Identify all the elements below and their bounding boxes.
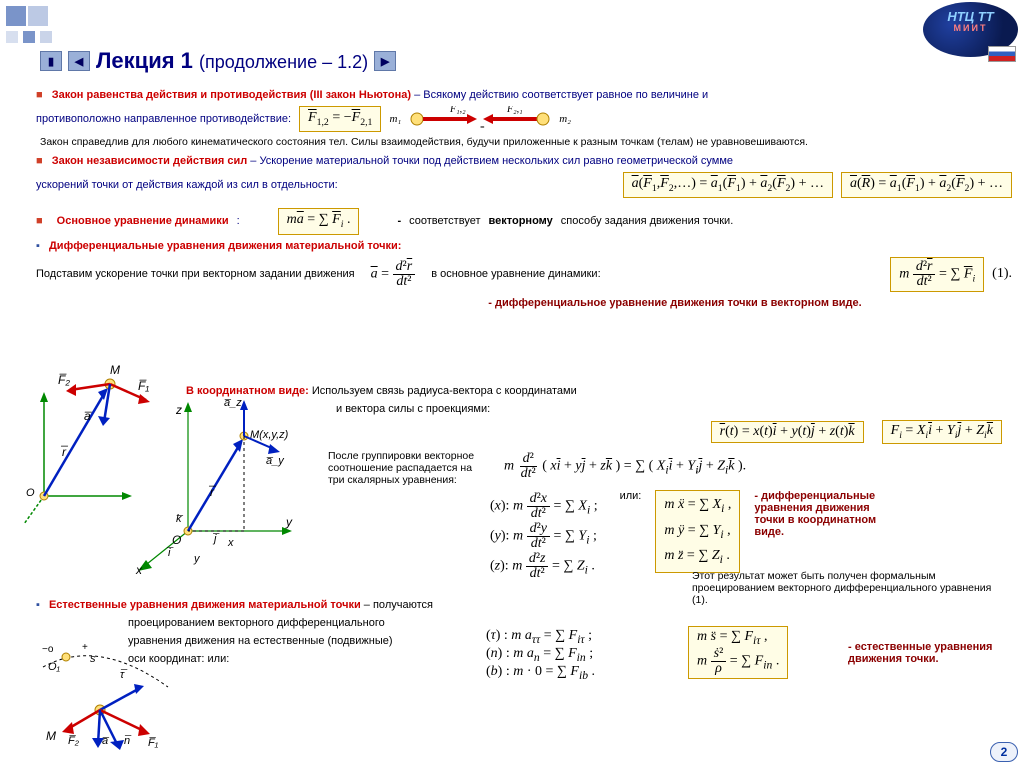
main-eq-row: ■ Основное уравнение динамики : ma = ∑ F… bbox=[36, 208, 1012, 234]
svg-text:F̅₂: F̅₂ bbox=[68, 735, 80, 747]
newton3-note: Закон справедлив для любого кинематическ… bbox=[40, 136, 1012, 149]
nav-stop-icon[interactable]: ▮ bbox=[40, 51, 62, 71]
formula-coord-short: m ẍ = ∑ Xi , m ÿ = ∑ Yi , m z̈ = ∑ Zi . bbox=[655, 490, 740, 573]
formula-accel: a = d²rdt² bbox=[363, 258, 424, 291]
newton3-diagram: F̅₁,₂ F̅₂,₁ - bbox=[405, 106, 555, 132]
label-m2: m₂ bbox=[559, 112, 571, 126]
svg-text:F̅₁: F̅₁ bbox=[138, 379, 149, 393]
formula-Fi: Fi = Xii + Yij + Zik bbox=[882, 420, 1002, 444]
formula-vec-diff: m d²rdt² = ∑ Fi bbox=[890, 257, 984, 292]
svg-text:F̅₁,₂: F̅₁,₂ bbox=[449, 106, 466, 115]
page-number: 2 bbox=[990, 742, 1018, 762]
slide-content: ■ Закон равенства действия и противодейс… bbox=[28, 86, 1012, 762]
flag-ru bbox=[988, 46, 1016, 62]
coord-note: - дифференциальные уравнения движения то… bbox=[754, 490, 876, 538]
independence-heading: ■ Закон независимости действия сил – Уск… bbox=[36, 154, 1012, 168]
nav-next-icon[interactable]: ▶ bbox=[374, 51, 396, 71]
formula-natural-long: (τ) : m aττ = ∑ Fiτ ; (n) : m an = ∑ Fin… bbox=[478, 626, 603, 683]
svg-text:i̅: i̅ bbox=[166, 547, 174, 559]
svg-text:-: - bbox=[480, 119, 485, 132]
nav-prev-icon[interactable]: ◀ bbox=[68, 51, 90, 71]
svg-text:−o: −o bbox=[42, 644, 54, 655]
decoration-squares bbox=[6, 6, 54, 46]
svg-text:F̅₂: F̅₂ bbox=[58, 373, 70, 387]
formula-long: m d²dt² ( xi + yj + zk ) = ∑ ( Xii + Yij… bbox=[496, 450, 754, 483]
svg-text:F̅₂,₁: F̅₂,₁ bbox=[506, 106, 523, 115]
page-title: Лекция 1 (продолжение – 1.2) bbox=[96, 48, 368, 74]
title-row: ▮ ◀ Лекция 1 (продолжение – 1.2) ▶ bbox=[40, 48, 396, 74]
formula-indep2: a(R) = a1(F1) + a2(F2) + … bbox=[841, 172, 1012, 198]
svg-text:O₁: O₁ bbox=[48, 661, 61, 673]
svg-text:+: + bbox=[82, 642, 88, 653]
text-or: или: bbox=[620, 490, 642, 502]
svg-text:O: O bbox=[26, 487, 35, 499]
svg-text:F̅₁: F̅₁ bbox=[148, 737, 159, 749]
formula-newton3: F1,2 = −F2,1 bbox=[299, 106, 381, 132]
newton3-heading: ■ Закон равенства действия и противодейс… bbox=[36, 88, 1012, 102]
svg-text:τ̅: τ̅ bbox=[120, 669, 128, 681]
svg-text:n̅: n̅ bbox=[124, 735, 132, 747]
diff-vector-note: - дифференциальное уравнение движения то… bbox=[338, 296, 1012, 310]
coord-block: В координатном виде: Используем связь ра… bbox=[178, 382, 1012, 584]
diff-heading: ▪ Дифференциальные уравнения движения ма… bbox=[36, 239, 1012, 253]
svg-text:M: M bbox=[46, 729, 56, 743]
svg-text:x: x bbox=[135, 563, 143, 576]
diagram-natural: O₁ −o + s M τ̅ n̅ F̅₂ F̅₁ a̅ bbox=[28, 632, 188, 752]
formula-natural-short: m s̈ = ∑ Fiτ , m ṡ²ρ = ∑ Fin . bbox=[688, 626, 788, 679]
diff-line1: Подставим ускорение точки при векторном … bbox=[36, 257, 1012, 292]
svg-text:a̅: a̅ bbox=[102, 735, 110, 747]
label-m1: m₁ bbox=[389, 112, 401, 126]
formula-indep1: a(F1,F2,…) = a1(F1) + a2(F2) + … bbox=[623, 172, 833, 198]
svg-text:M: M bbox=[110, 363, 120, 377]
formula-r-of-t: r(t) = x(t)i + y(t)j + z(t)k bbox=[711, 421, 864, 443]
formula-maineq: ma = ∑ Fi . bbox=[278, 208, 360, 234]
natural-note: - естественные уравнения движения точки. bbox=[848, 641, 992, 665]
formula-scalar-xyz: (x): m d²xdt² = ∑ Xi ; (y): m d²ydt² = ∑… bbox=[482, 490, 606, 584]
independence-line2: ускорений точки от действия каждой из си… bbox=[36, 172, 1012, 198]
svg-text:s: s bbox=[90, 653, 96, 665]
coord-group-text: После группировки векторное соотношение … bbox=[328, 450, 478, 486]
newton3-line2: противоположно направленное противодейст… bbox=[36, 106, 1012, 132]
